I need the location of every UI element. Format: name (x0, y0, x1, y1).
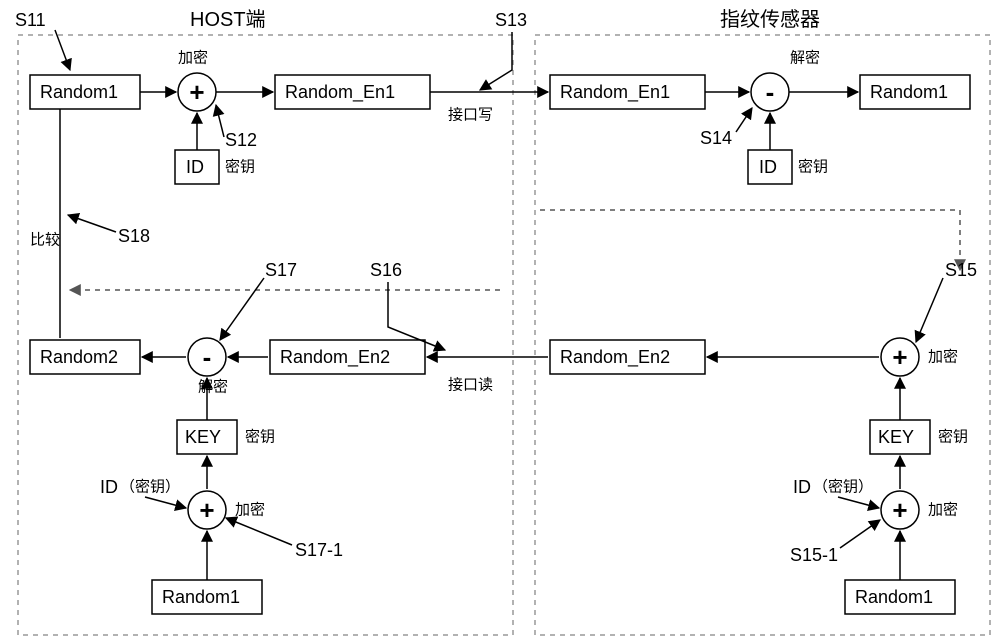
step-s17-1: S17-1 (295, 540, 343, 560)
sensor-minus1: - (766, 77, 775, 107)
host-random1b: Random1 (162, 587, 240, 607)
sensor-encrypt3-label: 加密 (928, 502, 958, 519)
sensor-title: 指纹传感器 (720, 8, 820, 31)
s15-1-pointer (840, 520, 880, 548)
host-plus1: + (189, 77, 204, 107)
step-s11: S11 (15, 10, 46, 30)
sensor-en2: Random_En2 (560, 347, 670, 368)
sensor-plus3: + (892, 495, 907, 525)
s17-pointer (220, 278, 264, 340)
step-s16: S16 (370, 260, 402, 280)
interface-write: 接口写 (448, 107, 493, 124)
sensor-region (535, 35, 990, 635)
step-s13: S13 (495, 10, 527, 30)
s15-pointer (916, 278, 943, 342)
interface-read: 接口读 (448, 377, 493, 394)
host-random2: Random2 (40, 347, 118, 367)
sensor-key: KEY (878, 427, 914, 447)
dashed-down (540, 210, 960, 270)
step-s15-1: S15-1 (790, 545, 838, 565)
step-s14: S14 (700, 128, 732, 148)
arrow-sid2-enc3 (838, 497, 879, 508)
s17-1-pointer (226, 518, 292, 545)
s12-pointer (216, 105, 224, 137)
host-key-sk: 密钥 (245, 429, 275, 446)
s14-pointer (736, 108, 752, 132)
diagram-canvas: HOST端 指纹传感器 S11 Random1 + 加密 Random_En1 … (0, 0, 1000, 643)
host-encrypt3-label: 加密 (235, 502, 265, 519)
sensor-id2: ID (793, 477, 811, 497)
sensor-decrypt1-label: 解密 (790, 50, 820, 67)
s18-pointer (68, 215, 116, 232)
host-random1: Random1 (40, 82, 118, 102)
step-s18: S18 (118, 226, 150, 246)
s11-pointer (55, 30, 70, 70)
sensor-id2-sk: （密钥） (813, 479, 873, 496)
host-decrypt2-label: 解密 (198, 379, 228, 396)
step-s17: S17 (265, 260, 297, 280)
host-title: HOST端 (190, 8, 266, 31)
sensor-random1: Random1 (870, 82, 948, 102)
host-plus3: + (199, 495, 214, 525)
sensor-en1: Random_En1 (560, 82, 670, 103)
sensor-encrypt2-label: 加密 (928, 349, 958, 366)
sensor-id-key: 密钥 (798, 159, 828, 176)
sensor-key-sk: 密钥 (938, 429, 968, 446)
sensor-id: ID (759, 157, 777, 177)
arrow-hid2-enc3 (145, 497, 186, 508)
sensor-random1b: Random1 (855, 587, 933, 607)
s13-pointer (480, 32, 512, 90)
step-s15: S15 (945, 260, 977, 280)
host-key: KEY (185, 427, 221, 447)
step-s12: S12 (225, 130, 257, 150)
host-id-key: 密钥 (225, 159, 255, 176)
sensor-plus2: + (892, 342, 907, 372)
host-id: ID (186, 157, 204, 177)
host-minus2: - (203, 342, 212, 372)
host-id2-sk: （密钥） (120, 479, 180, 496)
host-en1: Random_En1 (285, 82, 395, 103)
host-id2: ID (100, 477, 118, 497)
host-region (18, 35, 513, 635)
compare-label: 比较 (30, 231, 60, 249)
host-en2: Random_En2 (280, 347, 390, 368)
host-encrypt1-label: 加密 (178, 50, 208, 67)
